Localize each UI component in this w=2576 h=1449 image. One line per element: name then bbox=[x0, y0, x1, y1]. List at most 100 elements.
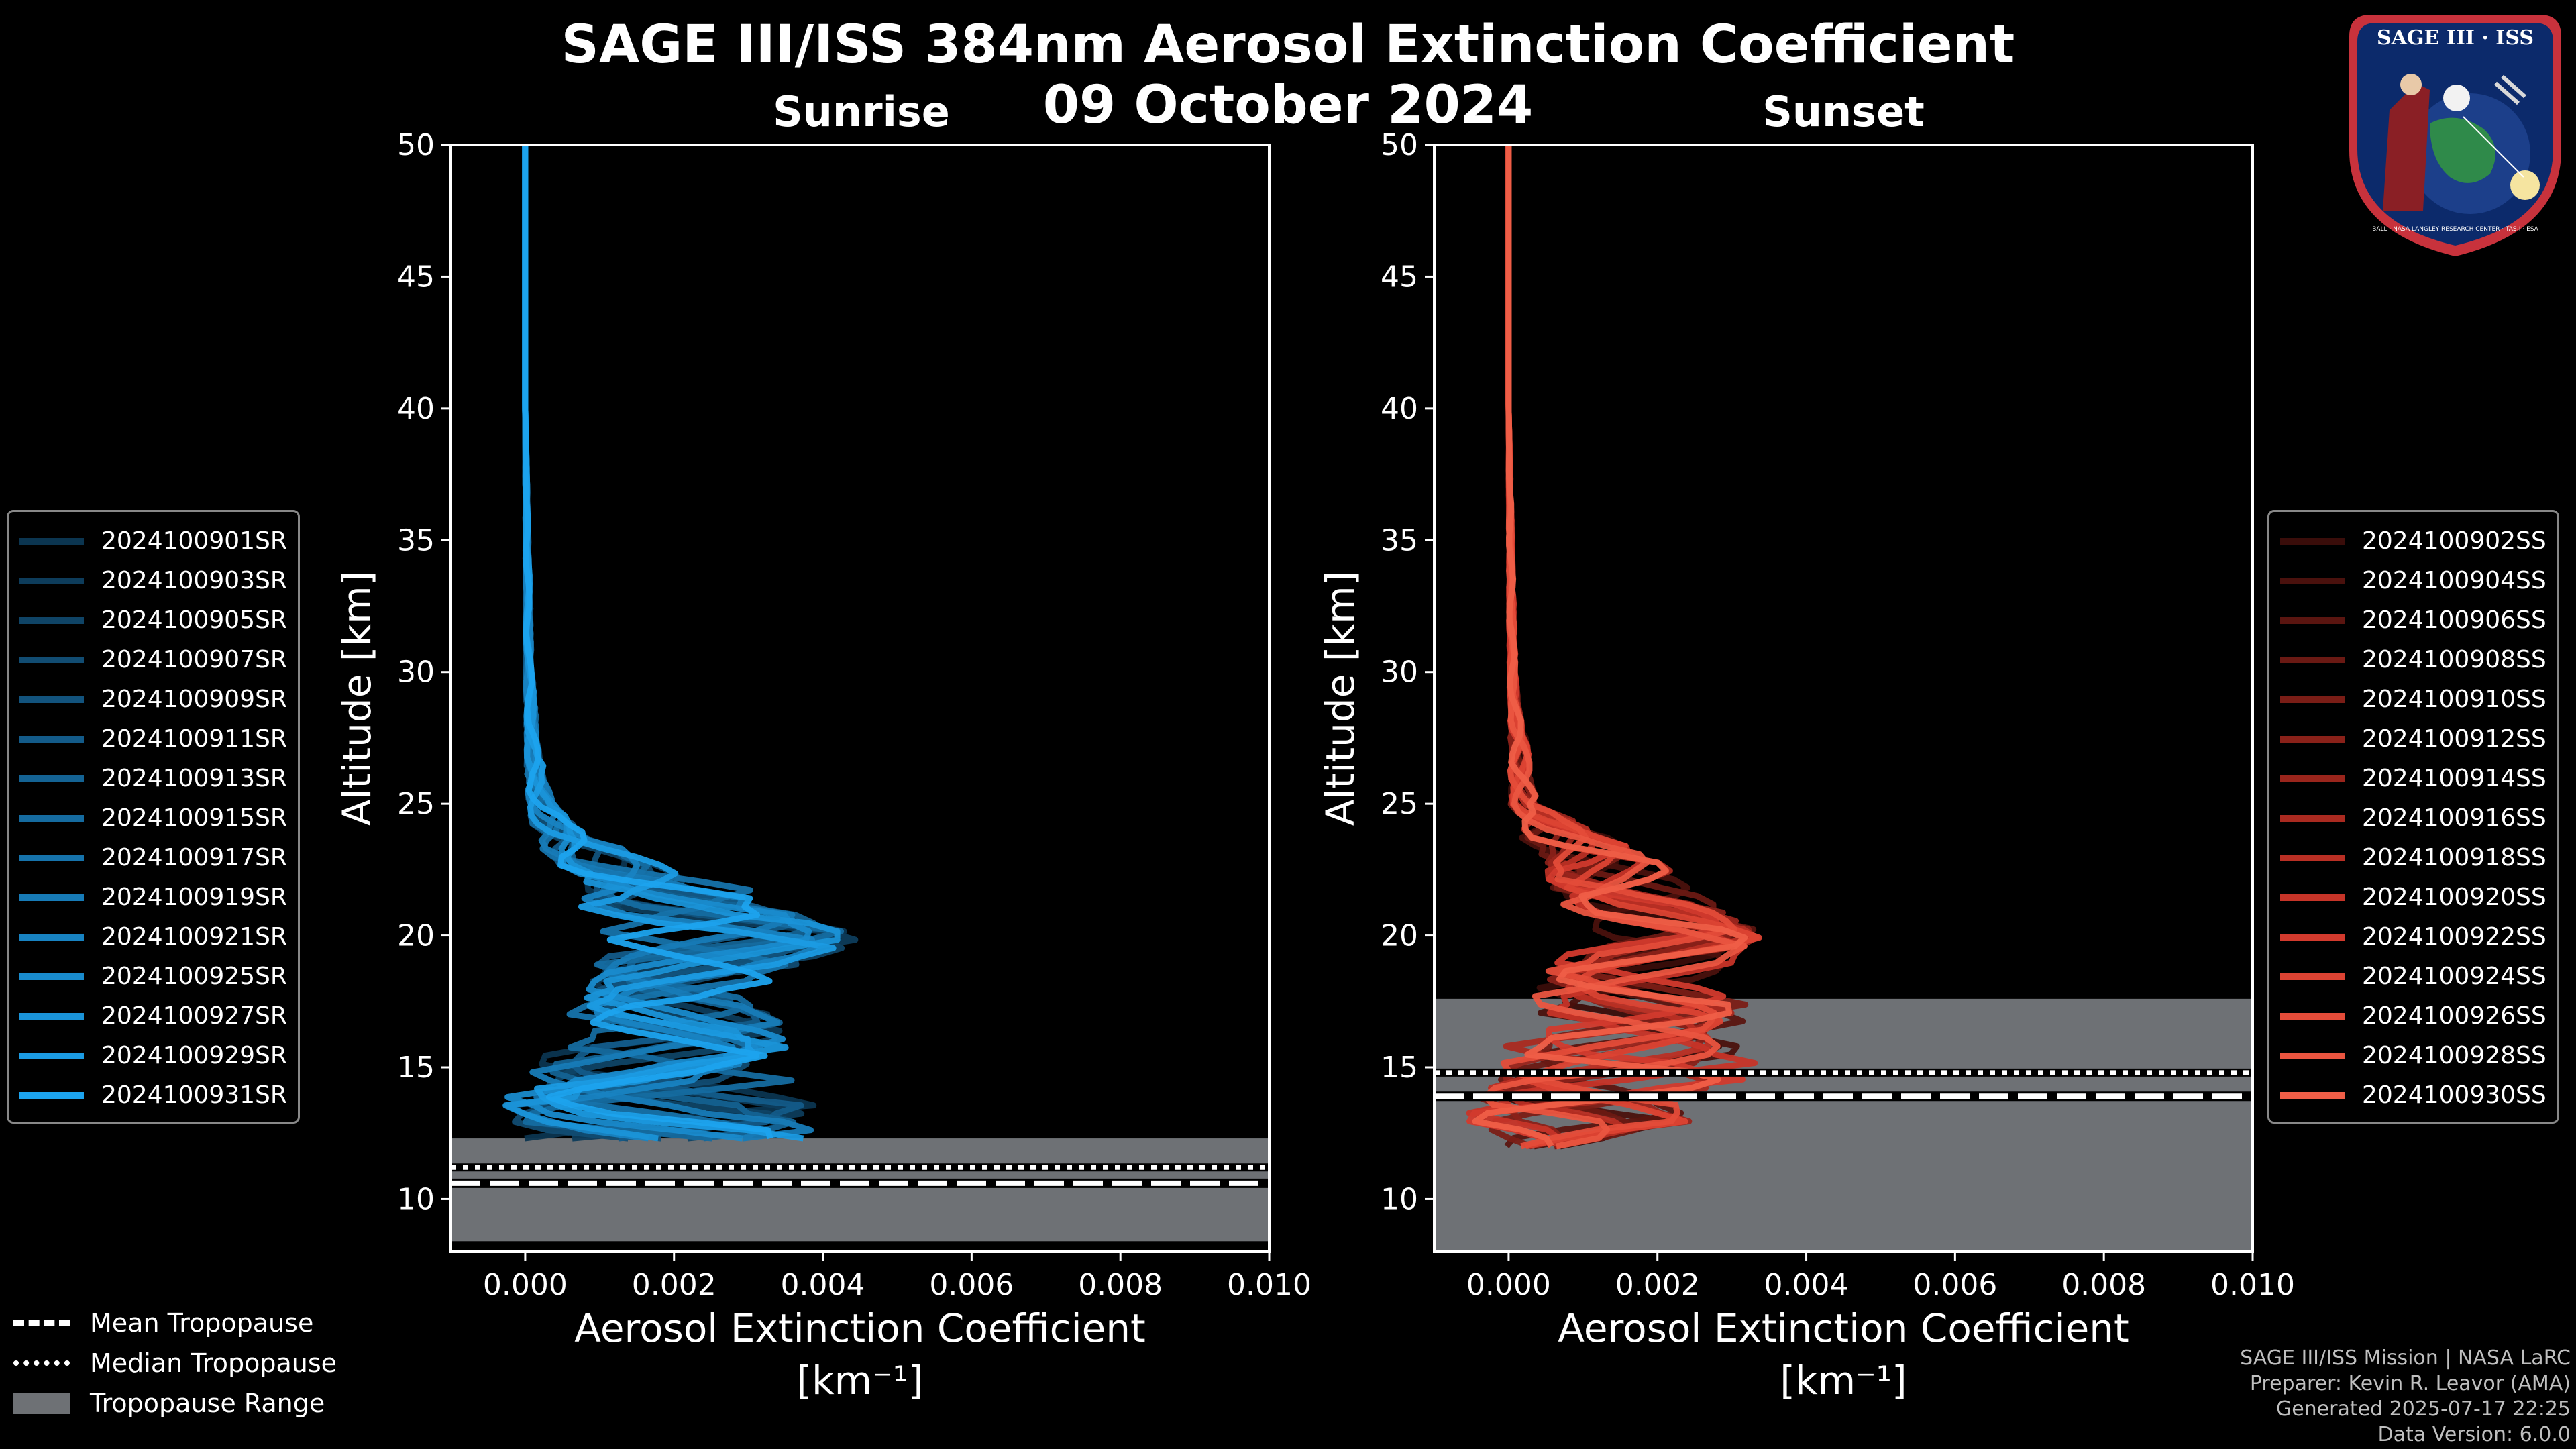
legend-label: 2024100925SR bbox=[101, 963, 287, 990]
legend-line-swatch bbox=[2280, 894, 2345, 901]
dotted-line-swatch bbox=[13, 1360, 70, 1366]
sunset-y-tick-label: 30 bbox=[1381, 655, 1418, 690]
sunset-x-tick-label: 0.004 bbox=[1764, 1268, 1849, 1302]
legend-label: 2024100905SR bbox=[101, 606, 287, 634]
sunrise-legend-item: 2024100913SR bbox=[19, 759, 287, 798]
legend-line-swatch bbox=[19, 616, 84, 624]
legend-label: 2024100924SS bbox=[2362, 963, 2546, 990]
legend-line-swatch bbox=[2280, 1052, 2345, 1059]
logo-title: SAGE III · ISS bbox=[2377, 26, 2534, 50]
sunrise-legend-item: 2024100925SR bbox=[19, 957, 287, 996]
legend-tropopause-range: Tropopause Range bbox=[13, 1383, 337, 1424]
legend-line-swatch bbox=[19, 577, 84, 584]
sunrise-x-tick-label: 0.002 bbox=[632, 1268, 716, 1302]
sunset-y-tick-label: 20 bbox=[1381, 919, 1418, 953]
credit-generated: Generated 2025-07-17 22:25 bbox=[2275, 1397, 2571, 1421]
legend-label: 2024100921SR bbox=[101, 923, 287, 951]
legend-label: 2024100910SS bbox=[2362, 686, 2546, 713]
sunset-legend-item: 2024100912SS bbox=[2280, 719, 2546, 759]
legend-label: 2024100931SR bbox=[101, 1081, 287, 1109]
sunrise-legend-item: 2024100931SR bbox=[19, 1075, 287, 1115]
sunset-legend-item: 2024100924SS bbox=[2280, 957, 2546, 996]
sunset-x-tick-label: 0.002 bbox=[1615, 1268, 1700, 1302]
legend-label: 2024100909SR bbox=[101, 686, 287, 713]
logo-footer: BALL · NASA LANGLEY RESEARCH CENTER · TA… bbox=[2372, 226, 2539, 233]
sunrise-x-tick-label: 0.004 bbox=[781, 1268, 865, 1302]
legend-label: 2024100911SR bbox=[101, 725, 287, 753]
sunset-legend-item: 2024100902SS bbox=[2280, 521, 2546, 561]
sunset-legend-item: 2024100922SS bbox=[2280, 917, 2546, 957]
sunrise-y-tick-label: 45 bbox=[397, 260, 435, 294]
sunrise-y-tick-label: 50 bbox=[397, 128, 435, 162]
sunrise-legend-item: 2024100915SR bbox=[19, 798, 287, 838]
legend-median-label: Median Tropopause bbox=[90, 1348, 337, 1378]
sunrise-x-axis-label: Aerosol Extinction Coefficient bbox=[574, 1305, 1146, 1351]
legend-line-swatch bbox=[19, 814, 84, 822]
legend-range-label: Tropopause Range bbox=[90, 1389, 325, 1418]
sunset-legend-item: 2024100930SS bbox=[2280, 1075, 2546, 1115]
sunset-y-tick-label: 15 bbox=[1381, 1051, 1418, 1085]
legend-label: 2024100930SS bbox=[2362, 1081, 2546, 1109]
sunset-panel-title: Sunset bbox=[1762, 87, 1925, 136]
sunrise-y-tick-label: 25 bbox=[397, 787, 435, 821]
sunrise-x-tick-label: 0.000 bbox=[483, 1268, 568, 1302]
sunrise-profile-line bbox=[522, 145, 814, 1142]
sunset-tropopause-range-band bbox=[1434, 998, 2253, 1252]
legend-label: 2024100913SR bbox=[101, 765, 287, 792]
sunset-y-tick-label: 10 bbox=[1381, 1182, 1418, 1216]
legend-line-swatch bbox=[19, 1012, 84, 1020]
legend-line-swatch bbox=[19, 696, 84, 703]
legend-line-swatch bbox=[19, 775, 84, 782]
sunrise-y-tick-label: 20 bbox=[397, 919, 435, 953]
legend-line-swatch bbox=[2280, 775, 2345, 782]
sunset-legend-item: 2024100904SS bbox=[2280, 561, 2546, 600]
credit-preparer: Preparer: Kevin R. Leavor (AMA) bbox=[2249, 1372, 2571, 1395]
credits: SAGE III/ISS Mission | NASA LaRC Prepare… bbox=[2240, 1346, 2571, 1448]
sunrise-legend-item: 2024100905SR bbox=[19, 600, 287, 640]
sunrise-x-tick-label: 0.010 bbox=[1227, 1268, 1311, 1302]
legend-line-swatch bbox=[2280, 696, 2345, 703]
legend-line-swatch bbox=[19, 933, 84, 941]
sunset-profile-line bbox=[1488, 145, 1749, 1150]
sunrise-axes-frame bbox=[449, 144, 1271, 1253]
sunset-legend-item: 2024100920SS bbox=[2280, 877, 2546, 917]
legend-line-swatch bbox=[2280, 814, 2345, 822]
legend-line-swatch bbox=[19, 894, 84, 901]
legend-label: 2024100927SR bbox=[101, 1002, 287, 1030]
legend-line-swatch bbox=[19, 537, 84, 545]
legend-label: 2024100926SS bbox=[2362, 1002, 2546, 1030]
sunrise-legend: 2024100901SR 2024100903SR 2024100905SR 2024… bbox=[7, 510, 300, 1124]
legend-label: 2024100914SS bbox=[2362, 765, 2546, 792]
legend-label: 2024100922SS bbox=[2362, 923, 2546, 951]
sunrise-y-tick-label: 30 bbox=[397, 655, 435, 690]
legend-label: 2024100916SS bbox=[2362, 804, 2546, 832]
legend-line-swatch bbox=[2280, 1012, 2345, 1020]
sunset-x-axis-unit: [km⁻¹] bbox=[1780, 1358, 1907, 1403]
sunrise-x-tick-label: 0.006 bbox=[929, 1268, 1014, 1302]
legend-line-swatch bbox=[2280, 577, 2345, 584]
sunrise-y-axis-label: Altitude [km] bbox=[334, 571, 380, 826]
legend-label: 2024100928SS bbox=[2362, 1042, 2546, 1069]
sunrise-legend-item: 2024100907SR bbox=[19, 640, 287, 680]
legend-label: 2024100904SS bbox=[2362, 567, 2546, 594]
legend-mean-tropopause: Mean Tropopause bbox=[13, 1303, 337, 1343]
legend-line-swatch bbox=[19, 735, 84, 743]
credit-version: Data Version: 6.0.0 bbox=[2377, 1423, 2571, 1446]
credit-mission: SAGE III/ISS Mission | NASA LaRC bbox=[2240, 1346, 2571, 1370]
sunrise-panel-title: Sunrise bbox=[773, 87, 950, 136]
sunset-legend: 2024100902SS 2024100904SS 2024100906SS 2024… bbox=[2267, 510, 2559, 1124]
chart-date: 09 October 2024 bbox=[1042, 75, 1534, 136]
sunset-y-tick-label: 50 bbox=[1381, 128, 1418, 162]
legend-label: 2024100917SR bbox=[101, 844, 287, 871]
sunset-axes-frame bbox=[1433, 144, 2254, 1253]
sunrise-y-tick-label: 35 bbox=[397, 523, 435, 557]
legend-label: 2024100906SS bbox=[2362, 606, 2546, 634]
range-swatch bbox=[13, 1393, 70, 1414]
sunrise-x-tick-label: 0.008 bbox=[1078, 1268, 1163, 1302]
sunset-legend-item: 2024100916SS bbox=[2280, 798, 2546, 838]
sunrise-tropopause-range-band bbox=[451, 1138, 1269, 1242]
legend-median-tropopause: Median Tropopause bbox=[13, 1343, 337, 1383]
sunset-x-tick-label: 0.000 bbox=[1466, 1268, 1551, 1302]
sunset-legend-item: 2024100918SS bbox=[2280, 838, 2546, 877]
